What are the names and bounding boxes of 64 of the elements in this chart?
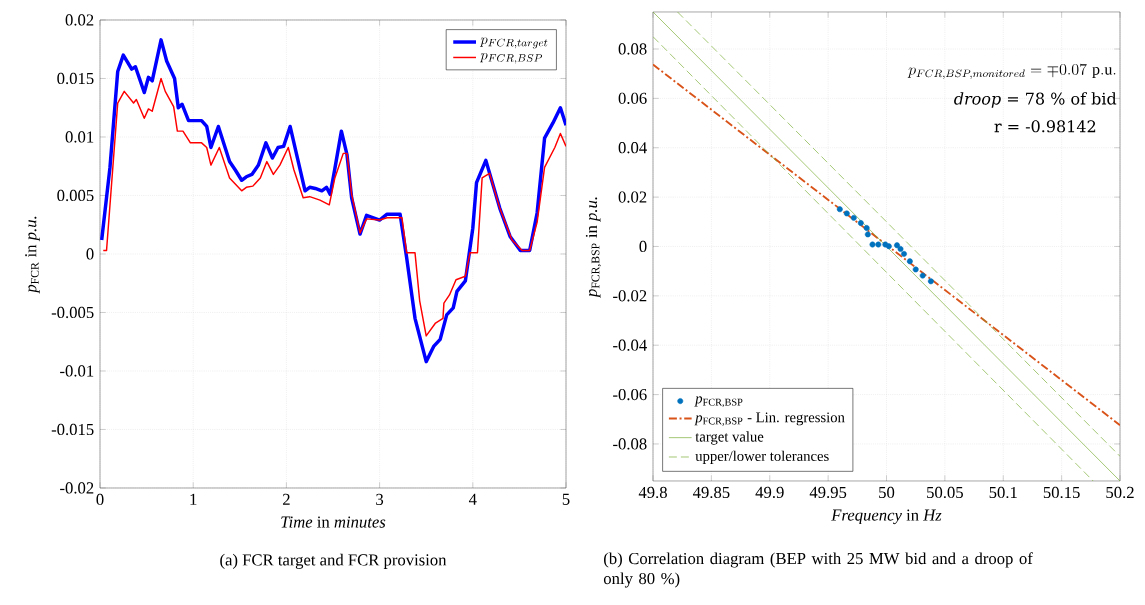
x-tick-label: 49.95 (809, 486, 847, 499)
x-tick-label: 50.1 (989, 486, 1017, 499)
legend-label: upper/lower tolerances (695, 450, 829, 464)
point (863, 225, 870, 231)
legend-label: target value (695, 431, 764, 445)
y-axis-title: p$_{FCR,BSP}$ in p.u. (585, 197, 602, 298)
x-tick-label: 49.85 (692, 486, 730, 499)
point (906, 258, 913, 265)
y-tick-label: 0.015 (57, 72, 94, 85)
legend-label: $p_{FCR,BSP}$ (479, 52, 543, 64)
point (836, 206, 843, 213)
point (912, 266, 919, 273)
x-tick-label: 50 (879, 486, 895, 499)
legend-label: p$_{FCR,BSP}$ (694, 396, 743, 408)
point (875, 241, 882, 248)
x-tick-label: 4 (468, 493, 477, 505)
text: (b) Correlation diagram (BEP with 25 MW bid and a droop of only 80 %) (603, 552, 1033, 588)
point (927, 278, 934, 285)
x-tick-label: 1 (190, 493, 197, 505)
point (901, 250, 907, 257)
x-tick-label: 5 (562, 493, 570, 505)
text: (a) FCR target and FCR provision (220, 553, 447, 569)
y-tick-label: -0.005 (51, 306, 94, 319)
point (843, 210, 850, 217)
y-tick-label: -0.02 (60, 482, 94, 494)
annotation: droop = 78 % of bid (954, 92, 1117, 108)
y-tick-label: 0.04 (618, 142, 647, 154)
x-tick-label: 49.8 (638, 486, 667, 499)
x-axis-title: Time in minutes (281, 516, 386, 528)
y-tick-label: 0.005 (57, 189, 94, 202)
y-tick-label: -0.06 (613, 388, 647, 401)
y-tick-label: 0 (639, 240, 647, 253)
line-series (102, 77, 566, 337)
y-tick-label: -0.015 (51, 423, 94, 436)
y-tick-label: 0.06 (618, 92, 647, 105)
point (897, 246, 904, 252)
y-tick-label: -0.01 (60, 365, 94, 377)
annotation: r = -0.98142 (994, 120, 1096, 133)
legend-label: p$_{FCR,BSP}$ - Lin. regression (694, 412, 845, 426)
x-axis-title: Frequency in Hz (831, 509, 942, 525)
y-tick-label: 0 (86, 248, 94, 260)
point (885, 243, 892, 250)
y-tick-label: 0.01 (65, 131, 94, 143)
y-tick-label: 0.02 (65, 14, 94, 26)
y-tick-label: 0.02 (618, 191, 647, 203)
x-tick-label: 50.05 (927, 486, 963, 499)
x-tick-label: 49.9 (755, 486, 784, 499)
point (850, 214, 857, 221)
x-tick-label: 0 (96, 493, 104, 506)
point (857, 220, 864, 226)
y-tick-label: -0.02 (613, 290, 647, 302)
point (864, 231, 871, 238)
point (919, 272, 926, 279)
annotation: $p_{FCR,BSP,monitored} = \mp 0.07\ \mathrm{p.u.}$ (907, 63, 1116, 80)
x-tick-label: 50.2 (1106, 486, 1134, 499)
y-tick-label: 0.08 (618, 43, 647, 55)
legend-label: $p_{FCR,target}$ (479, 37, 548, 49)
x-tick-label: 2 (282, 493, 290, 505)
y-tick-label: -0.08 (613, 438, 647, 450)
y-axis-title: p$_{FCR}$ in p.u. (25, 216, 40, 294)
x-tick-label: 3 (376, 493, 384, 506)
x-tick-label: 50.15 (1043, 486, 1080, 499)
point (869, 241, 876, 248)
y-tick-label: -0.04 (613, 339, 647, 351)
